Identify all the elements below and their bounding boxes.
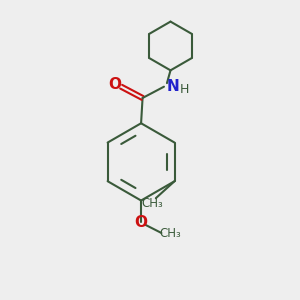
Text: CH₃: CH₃ (141, 197, 163, 210)
Text: O: O (135, 215, 148, 230)
Text: N: N (167, 79, 180, 94)
Text: H: H (179, 82, 189, 96)
Text: CH₃: CH₃ (159, 227, 181, 240)
Text: O: O (109, 77, 122, 92)
